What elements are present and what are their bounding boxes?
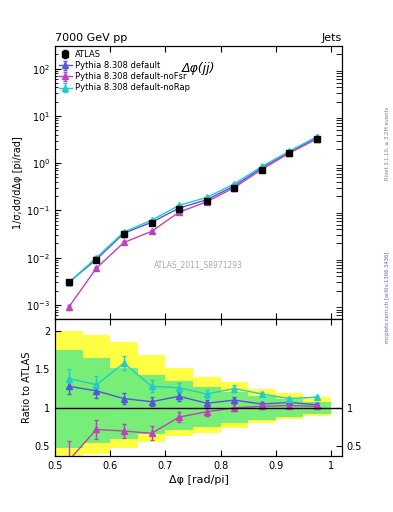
Text: 7000 GeV pp: 7000 GeV pp [55, 33, 127, 44]
X-axis label: Δφ [rad/pi]: Δφ [rad/pi] [169, 475, 228, 485]
Legend: ATLAS, Pythia 8.308 default, Pythia 8.308 default-noFsr, Pythia 8.308 default-no: ATLAS, Pythia 8.308 default, Pythia 8.30… [57, 49, 192, 94]
Text: mcplots.cern.ch [arXiv:1306.3436]: mcplots.cern.ch [arXiv:1306.3436] [385, 251, 390, 343]
Text: Rivet 3.1.10, ≥ 3.2M events: Rivet 3.1.10, ≥ 3.2M events [385, 106, 390, 180]
Y-axis label: Ratio to ATLAS: Ratio to ATLAS [22, 352, 32, 423]
Text: Jets: Jets [321, 33, 342, 44]
Text: ATLAS_2011_S8971293: ATLAS_2011_S8971293 [154, 260, 243, 269]
Text: Δφ(jj): Δφ(jj) [182, 62, 215, 75]
Y-axis label: 1/σ;dσ/dΔφ [pi/rad]: 1/σ;dσ/dΔφ [pi/rad] [13, 136, 24, 229]
